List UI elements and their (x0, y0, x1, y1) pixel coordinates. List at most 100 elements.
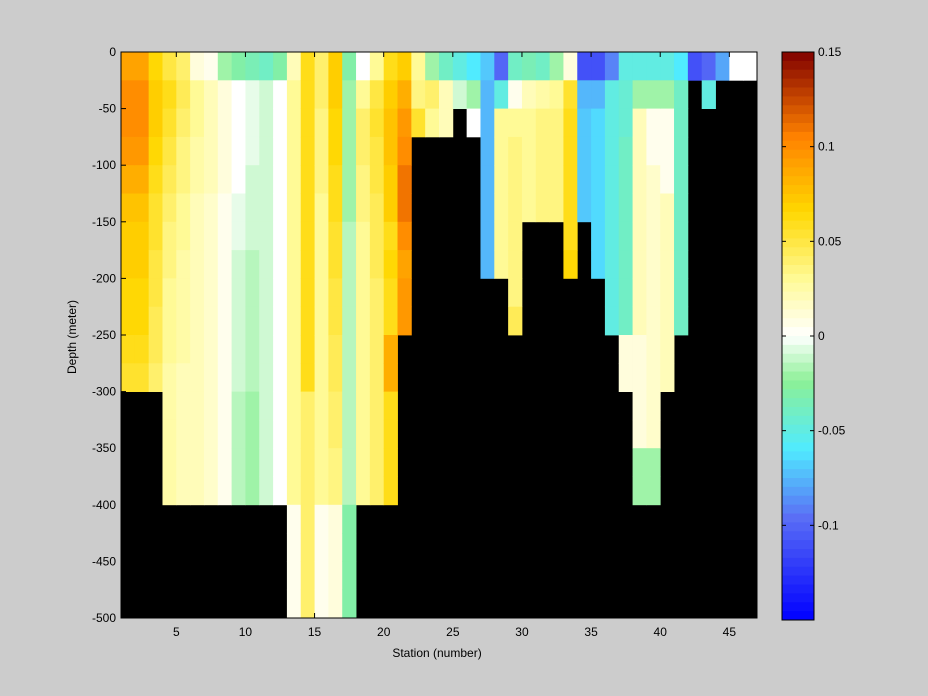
heatmap-cell (328, 136, 343, 166)
heatmap-cell (300, 391, 315, 421)
heatmap-cell (121, 165, 136, 194)
heatmap-cell (162, 80, 177, 109)
heatmap-cell (743, 52, 758, 81)
heatmap-cell (300, 448, 315, 477)
heatmap-cell (190, 80, 205, 109)
heatmap-cell (286, 250, 302, 279)
heatmap-cell (231, 193, 246, 223)
heatmap-cell (259, 250, 274, 279)
heatmap-cell (328, 80, 343, 109)
heatmap-cell (328, 476, 343, 506)
plot-area (120, 51, 758, 619)
heatmap-cell (314, 250, 329, 279)
heatmap-cell (452, 52, 468, 81)
heatmap-cell (342, 52, 357, 81)
heatmap-cell (563, 80, 578, 109)
heatmap-cell (508, 165, 523, 194)
heatmap-cell (121, 250, 136, 279)
heatmap-cell (203, 52, 219, 81)
heatmap-cell (286, 476, 302, 506)
heatmap-cell (121, 278, 136, 308)
heatmap-cell (618, 80, 633, 109)
heatmap-cell (148, 278, 163, 308)
heatmap-cell (245, 250, 260, 279)
heatmap-cell (687, 52, 703, 81)
heatmap-cell (632, 448, 647, 477)
heatmap-cell (356, 108, 371, 138)
heatmap-cell (342, 335, 357, 364)
heatmap-cell (342, 278, 357, 308)
heatmap-cell (494, 136, 509, 166)
heatmap-cell (259, 221, 274, 251)
heatmap-cell (217, 193, 233, 223)
heatmap-cell (203, 165, 219, 194)
heatmap-cell (273, 193, 288, 223)
heatmap-cell (577, 52, 592, 81)
heatmap-cell (190, 52, 205, 81)
heatmap-cell (259, 363, 274, 392)
heatmap-cell (259, 52, 274, 81)
y-axis-label: Depth (meter) (65, 300, 79, 374)
heatmap-cell (660, 52, 675, 81)
heatmap-cell (646, 136, 661, 166)
heatmap-cell (604, 278, 620, 308)
colorbar-segment (782, 273, 814, 284)
colorbar-segment (782, 495, 814, 506)
heatmap-cell (203, 476, 219, 506)
heatmap-cell (286, 306, 302, 336)
heatmap-cell (549, 80, 564, 109)
heatmap-cell (162, 193, 177, 223)
heatmap-cell (646, 80, 661, 109)
colorbar-segment (782, 513, 814, 523)
heatmap-cell (646, 221, 661, 251)
heatmap-cell (342, 589, 357, 619)
colorbar-segment (782, 291, 814, 301)
heatmap-cell (563, 165, 578, 194)
heatmap-cell (660, 80, 675, 109)
colorbar-segment (782, 238, 814, 248)
heatmap-cell (480, 221, 495, 251)
colorbar-segment (782, 131, 814, 142)
heatmap-cell (646, 335, 661, 364)
heatmap-cell (604, 108, 620, 138)
heatmap-cell (632, 193, 647, 223)
heatmap-cell (342, 504, 357, 534)
heatmap-cell (383, 80, 398, 109)
heatmap-cell (203, 221, 219, 251)
heatmap-cell (674, 136, 689, 166)
heatmap-cell (701, 80, 716, 109)
heatmap-cell (383, 363, 398, 392)
heatmap-cell (121, 80, 136, 109)
y-tick-label: -450 (92, 554, 116, 568)
heatmap-cell (397, 165, 412, 194)
heatmap-cell (452, 80, 468, 109)
heatmap-cell (674, 278, 689, 308)
heatmap-cell (134, 193, 150, 223)
heatmap-cell (190, 136, 205, 166)
heatmap-cell (121, 136, 136, 166)
colorbar-segment (782, 140, 814, 151)
heatmap-cell (328, 193, 343, 223)
heatmap-cell (231, 306, 246, 336)
colorbar-segment (782, 211, 814, 222)
heatmap-cell (300, 335, 315, 364)
heatmap-cell (328, 278, 343, 308)
heatmap-cell (314, 165, 329, 194)
heatmap-cell (535, 136, 551, 166)
heatmap-cell (521, 165, 537, 194)
colorbar-segment (782, 549, 814, 559)
heatmap-cell (508, 108, 523, 138)
heatmap-cell (425, 52, 440, 81)
heatmap-cell (356, 363, 371, 392)
heatmap-cell (176, 335, 191, 364)
heatmap-cell (632, 80, 647, 109)
heatmap-cell (342, 561, 357, 591)
heatmap-cell (480, 165, 495, 194)
heatmap-cell (369, 165, 385, 194)
heatmap-cell (148, 52, 163, 81)
heatmap-cell (646, 476, 661, 506)
heatmap-cell (342, 448, 357, 477)
heatmap-cell (632, 306, 647, 336)
heatmap-cell (231, 165, 246, 194)
heatmap-cell (286, 136, 302, 166)
